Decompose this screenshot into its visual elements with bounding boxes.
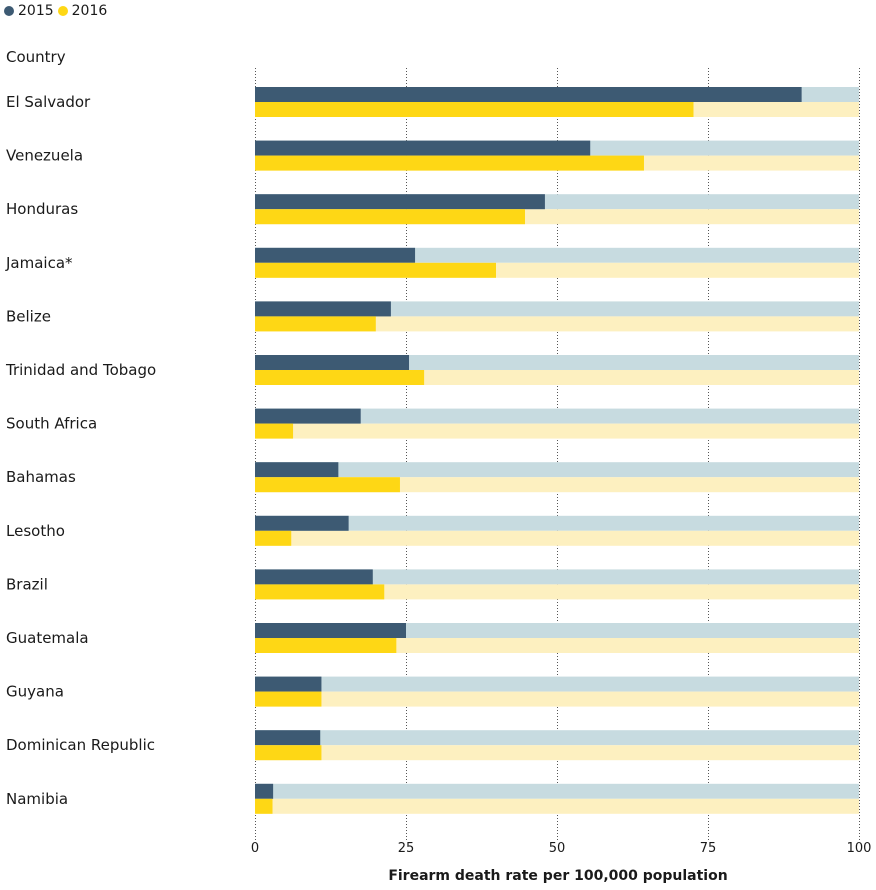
category-label-guyana: Guyana (6, 683, 64, 701)
category-label-jamaica: Jamaica* (5, 254, 73, 272)
track-2015-bahamas (255, 462, 859, 478)
track-2016-bahamas (255, 477, 859, 493)
bar-2016-guatemala (255, 638, 397, 653)
x-tick-label-25: 25 (398, 841, 415, 856)
track-2016-guatemala (255, 638, 859, 653)
bar-2015-trinidad-and-tobago (255, 355, 410, 370)
track-2016-guyana (255, 691, 859, 707)
x-tick-label-100: 100 (847, 841, 872, 856)
category-label-honduras: Honduras (6, 200, 78, 218)
bar-2015-belize (255, 301, 391, 317)
bar-2016-bahamas (255, 477, 400, 493)
bar-2016-honduras (255, 209, 525, 225)
bar-2015-bahamas (255, 462, 339, 478)
legend: 2015 2016 (4, 3, 111, 19)
track-2015-guyana (255, 676, 859, 692)
category-label-el-salvador: El Salvador (6, 93, 91, 111)
category-label-dominican-republic: Dominican Republic (6, 736, 155, 754)
bar-2016-south-africa (255, 423, 294, 439)
track-2016-dominican-republic (255, 745, 859, 761)
bar-2015-lesotho (255, 515, 349, 531)
bar-2016-brazil (255, 584, 385, 600)
bar-2016-el-salvador (255, 102, 694, 117)
track-2016-belize (255, 316, 859, 332)
category-axis-header: Country (6, 48, 66, 66)
bar-2016-guyana (255, 691, 322, 707)
bar-2015-brazil (255, 569, 373, 585)
bar-2015-jamaica (255, 247, 416, 263)
track-2015-belize (255, 301, 859, 317)
track-2015-namibia (255, 783, 859, 799)
category-label-bahamas: Bahamas (6, 468, 76, 486)
track-2015-brazil (255, 569, 859, 585)
x-tick-label-0: 0 (251, 841, 259, 856)
bar-2015-dominican-republic (255, 730, 321, 746)
category-label-venezuela: Venezuela (6, 147, 83, 165)
category-label-belize: Belize (6, 307, 51, 325)
bar-2016-dominican-republic (255, 745, 322, 761)
bar-2016-trinidad-and-tobago (255, 370, 425, 385)
bar-2015-namibia (255, 783, 274, 799)
legend-label-2016: 2016 (71, 3, 108, 19)
bar-2015-el-salvador (255, 87, 802, 102)
bar-2015-honduras (255, 194, 545, 210)
bar-2016-namibia (255, 798, 273, 814)
category-label-south-africa: South Africa (6, 415, 97, 433)
bar-2016-jamaica (255, 262, 496, 278)
x-axis-label: Firearm death rate per 100,000 populatio… (388, 868, 728, 884)
bar-2015-venezuela (255, 140, 591, 156)
category-label-trinidad-and-tobago: Trinidad and Tobago (5, 361, 156, 379)
track-2016-brazil (255, 584, 859, 600)
bar-2016-lesotho (255, 530, 292, 546)
category-label-namibia: Namibia (6, 790, 68, 808)
category-label-brazil: Brazil (6, 575, 48, 593)
track-2016-south-africa (255, 423, 859, 439)
legend-label-2015: 2015 (18, 3, 54, 19)
bar-2016-venezuela (255, 155, 644, 171)
legend-dot-2015 (4, 6, 14, 16)
legend-dot-2016 (57, 6, 68, 16)
x-tick-label-50: 50 (549, 841, 566, 856)
track-2016-namibia (255, 798, 859, 814)
legend-item-2016: 2016 (57, 3, 108, 19)
track-2016-lesotho (255, 530, 859, 546)
x-tick-label-75: 75 (700, 841, 717, 856)
bar-2015-guyana (255, 676, 322, 692)
bar-2015-guatemala (255, 623, 406, 638)
bar-2016-belize (255, 316, 376, 332)
legend-item-2015: 2015 (4, 3, 54, 19)
track-2015-south-africa (255, 408, 859, 424)
category-label-guatemala: Guatemala (6, 629, 89, 647)
category-label-lesotho: Lesotho (6, 522, 65, 540)
track-2015-lesotho (255, 515, 859, 531)
bar-2015-south-africa (255, 408, 361, 424)
track-2015-dominican-republic (255, 730, 859, 746)
